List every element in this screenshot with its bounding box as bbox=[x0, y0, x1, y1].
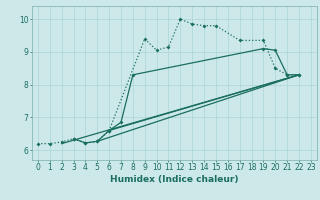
X-axis label: Humidex (Indice chaleur): Humidex (Indice chaleur) bbox=[110, 175, 239, 184]
